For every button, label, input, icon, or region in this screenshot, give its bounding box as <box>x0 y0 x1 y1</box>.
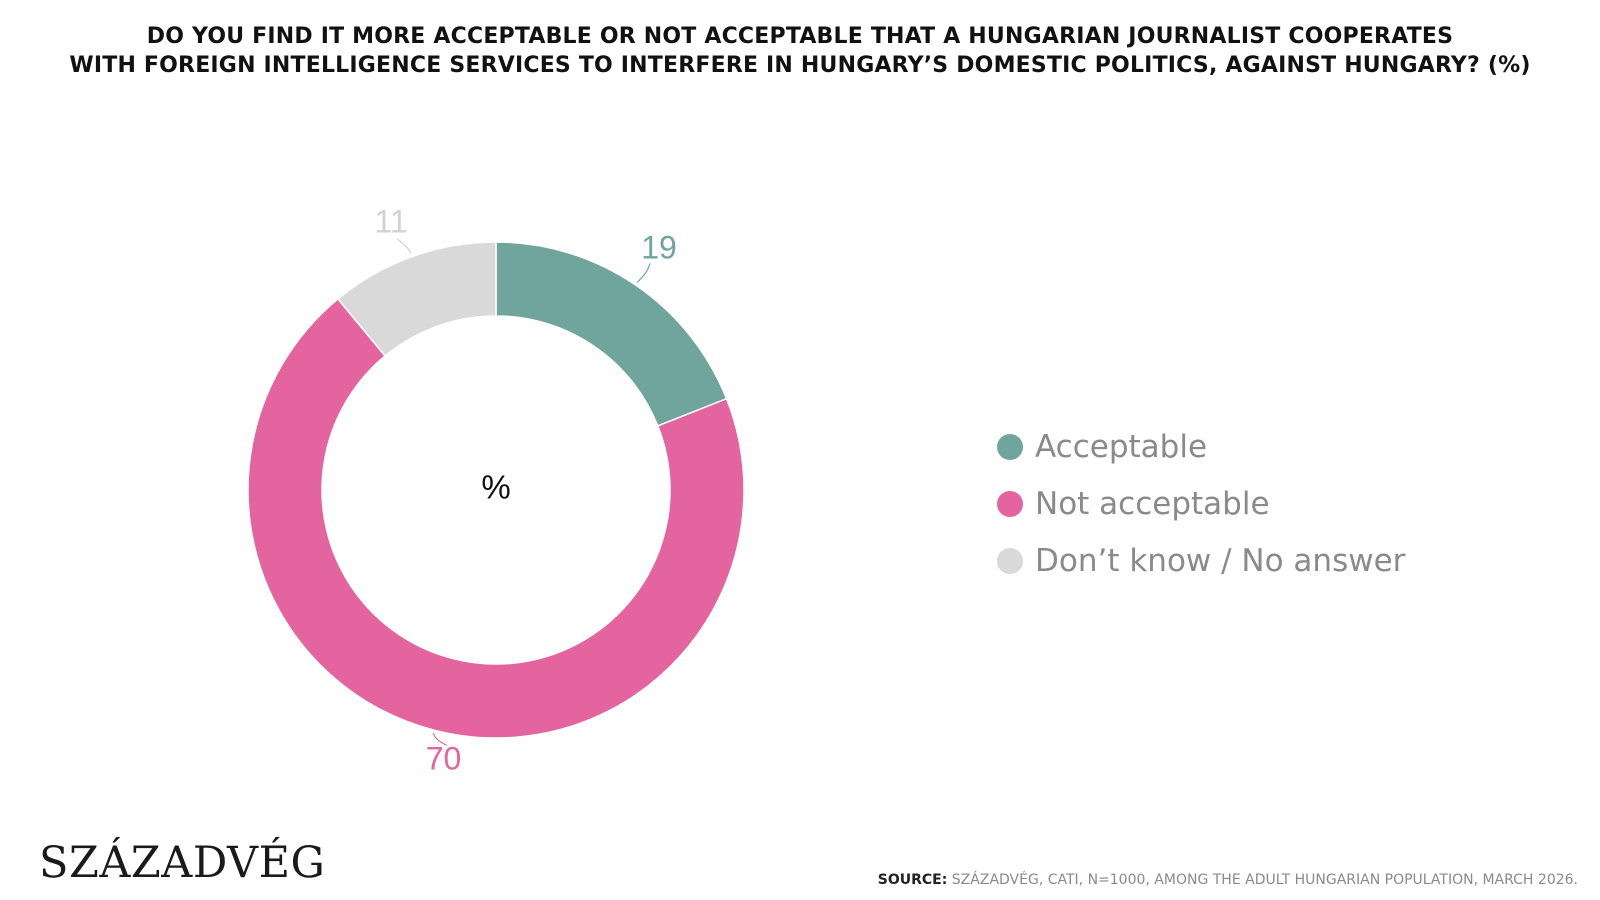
leader-line-acceptable <box>636 263 651 283</box>
chart-legend: Acceptable Not acceptable Don’t know / N… <box>997 418 1405 589</box>
legend-marker-not-acceptable <box>997 490 1023 517</box>
data-labels: 19 70 11 <box>374 203 676 776</box>
donut-slice-acceptable <box>495 241 728 427</box>
leader-line-not-acceptable <box>432 733 447 746</box>
source-text: SZÁZADVÉG, CATI, N=1000, AMONG THE ADULT… <box>951 872 1578 888</box>
legend-item-acceptable: Acceptable <box>997 418 1405 475</box>
chart-title: DO YOU FIND IT MORE ACCEPTABLE OR NOT AC… <box>0 22 1600 80</box>
donut-center-label: % <box>481 469 510 506</box>
donut-slice-don-t-know-no-answer <box>336 241 497 357</box>
legend-item-dont-know: Don’t know / No answer <box>997 532 1405 589</box>
legend-label-dont-know: Don’t know / No answer <box>1035 542 1406 579</box>
legend-label-acceptable: Acceptable <box>1035 428 1208 465</box>
legend-item-not-acceptable: Not acceptable <box>997 475 1405 532</box>
data-label-not-acceptable: 70 <box>426 740 462 776</box>
source-label: SOURCE: <box>877 872 948 888</box>
legend-marker-dont-know <box>997 547 1023 574</box>
data-label-leaders <box>396 238 651 746</box>
data-label-don-t-know-no-answer: 11 <box>374 203 407 239</box>
data-label-acceptable: 19 <box>641 230 677 266</box>
donut-slices <box>247 241 745 739</box>
source-note: SOURCE: SZÁZADVÉG, CATI, N=1000, AMONG T… <box>878 872 1578 888</box>
leader-line-don-t-know-no-answer <box>396 238 412 255</box>
chart-title-line-1: DO YOU FIND IT MORE ACCEPTABLE OR NOT AC… <box>146 24 1454 49</box>
szazadveg-logo: SZÁZADVÉG <box>39 838 326 888</box>
donut-slice-not-acceptable <box>247 297 745 739</box>
legend-label-not-acceptable: Not acceptable <box>1035 485 1270 522</box>
legend-marker-acceptable <box>997 433 1023 460</box>
chart-title-line-2: WITH FOREIGN INTELLIGENCE SERVICES TO IN… <box>69 53 1531 78</box>
